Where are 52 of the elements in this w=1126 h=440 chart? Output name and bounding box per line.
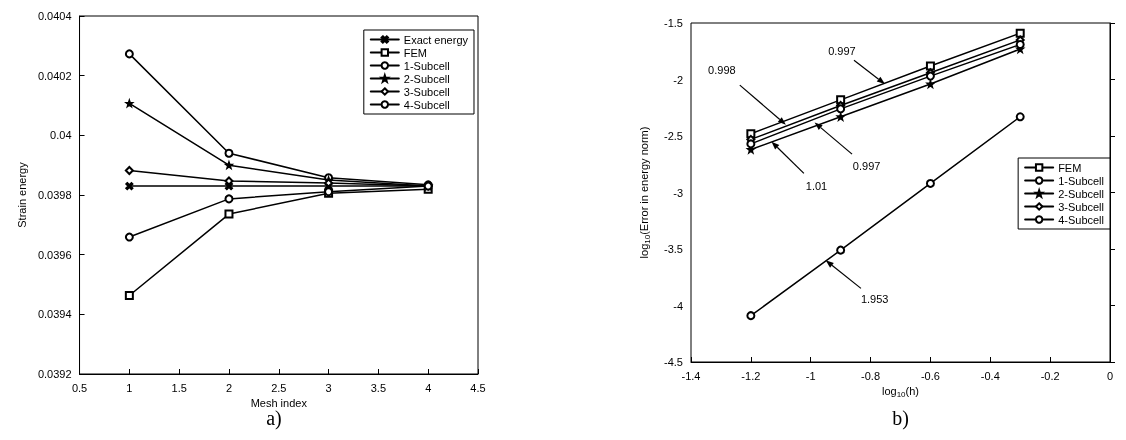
y-tick-label: -4	[673, 299, 683, 312]
y-tick-label: 0.0394	[37, 308, 72, 321]
y-tick-label: -3	[673, 186, 683, 199]
x-tick-label: -1	[805, 369, 816, 382]
annotation: 0.997	[828, 45, 856, 58]
text: a)	[266, 407, 282, 430]
x-tick-label: 0.5	[71, 381, 88, 394]
legend-label: FEM	[403, 46, 428, 59]
x-tick-label: 4	[425, 381, 432, 394]
y-tick-label: 0.0398	[37, 189, 72, 201]
legend-label: 1-Subcell	[403, 59, 450, 72]
y-tick-label: 0.0392	[37, 368, 72, 380]
x-tick-label: 3	[325, 381, 332, 394]
legend-label: 4-Subcell	[1058, 213, 1104, 226]
text: b)	[892, 407, 909, 430]
legend-label: FEM	[1058, 161, 1082, 174]
y-axis-title: log10(Error in energy norm)	[638, 126, 652, 259]
annotation: 0.997	[852, 160, 881, 173]
x-tick-label: -1.4	[681, 369, 701, 382]
x-tick-label: 2.5	[271, 381, 287, 394]
legend-label: 1-Subcell	[1058, 174, 1104, 187]
x-tick-label: 4.5	[470, 381, 486, 394]
x-tick-label: 0	[1106, 369, 1114, 382]
x-tick-label: 3.5	[370, 381, 387, 394]
legend-label: 4-Subcell	[403, 98, 450, 111]
x-tick-label: -0.8	[861, 369, 881, 382]
x-tick-label: -1.2	[741, 369, 761, 382]
x-tick-label: 2	[225, 381, 233, 394]
y-tick-label: -2	[673, 73, 683, 86]
y-tick-label: 0.0402	[37, 69, 72, 82]
x-tick-label: 1	[126, 381, 133, 394]
y-tick-label: 0.04	[50, 129, 72, 142]
annotation: 1.953	[860, 293, 889, 306]
annotation: 0.998	[708, 63, 736, 76]
y-tick-label: -2.5	[664, 130, 683, 142]
x-tick-label: -0.4	[980, 369, 1000, 382]
annotation: 1.01	[805, 179, 828, 192]
legend-label: 3-Subcell	[1058, 200, 1104, 213]
y-tick-label: 0.0404	[37, 10, 72, 22]
legend-label: Exact energy	[403, 33, 469, 46]
legend-label: 3-Subcell	[403, 85, 450, 98]
y-tick-label: 0.0396	[37, 248, 72, 261]
legend-label: 2-Subcell	[1058, 187, 1104, 200]
x-axis-title: Mesh index	[250, 397, 308, 410]
y-tick-label: -1.5	[664, 17, 683, 29]
y-tick-label: -4.5	[664, 356, 683, 368]
x-tick-label: -0.6	[920, 369, 940, 382]
legend-label: 2-Subcell	[403, 72, 450, 85]
x-tick-label: -0.2	[1040, 369, 1060, 382]
x-tick-label: 1.5	[171, 381, 187, 394]
y-tick-label: -3.5	[664, 243, 683, 255]
y-axis-title: Strain energy	[15, 161, 28, 228]
